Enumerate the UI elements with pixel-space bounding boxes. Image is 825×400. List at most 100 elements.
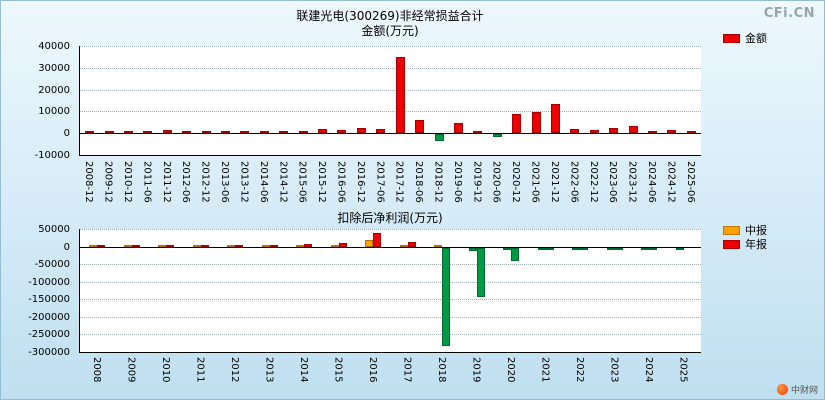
x-tick-label: 2023 xyxy=(608,357,620,383)
x-tick-label: 2018 xyxy=(435,357,447,383)
gridline xyxy=(80,89,701,91)
x-tick-label: 2012-06 xyxy=(180,161,192,203)
bar-金额-2022-12 xyxy=(589,129,599,134)
bar-中报-2018 xyxy=(434,244,443,247)
x-tick-label: 2014 xyxy=(297,357,309,383)
x-tick-label: 2022 xyxy=(573,357,585,383)
x-tick-label: 2016-06 xyxy=(335,161,347,203)
bar-年报-2019 xyxy=(476,247,485,298)
x-tick-label: 2012-12 xyxy=(199,161,211,203)
bar-中报-2009 xyxy=(123,244,132,247)
bar-金额-2020-06 xyxy=(492,134,502,138)
x-tick-label: 2016 xyxy=(366,357,378,383)
bar-金额-2024-12 xyxy=(667,129,677,134)
x-tick-label: 2021 xyxy=(539,357,551,383)
x-tick-label: 2019-12 xyxy=(471,161,483,203)
bar-中报-2010 xyxy=(158,244,167,247)
y-tick-label: 10000 xyxy=(38,106,70,118)
y-tick-label: -300000 xyxy=(28,347,70,358)
bar-金额-2008-12 xyxy=(85,131,95,134)
zero-axis-line xyxy=(80,133,701,135)
legend-annual-swatch xyxy=(723,239,740,249)
bar-金额-2011-12 xyxy=(162,130,172,134)
legend-amount-label: 金额 xyxy=(745,32,767,45)
bar-金额-2015-06 xyxy=(298,131,308,134)
bar-中报-2022 xyxy=(572,247,581,250)
cfi-footer-text: 中财网 xyxy=(790,386,818,396)
y-tick-label: -150000 xyxy=(28,294,70,306)
bar-中报-2025 xyxy=(675,247,684,250)
y-tick-label: 30000 xyxy=(38,62,70,74)
x-tick-label: 2017-12 xyxy=(393,161,405,203)
bar-年报-2021 xyxy=(545,247,554,250)
x-tick-label: 2019-06 xyxy=(451,161,463,203)
x-tick-label: 2014-12 xyxy=(277,161,289,203)
gridline xyxy=(80,46,701,47)
bar-金额-2013-12 xyxy=(240,131,250,134)
bar-年报-2018 xyxy=(442,247,451,347)
x-tick-label: 2025-06 xyxy=(684,161,696,203)
gridline xyxy=(80,299,701,301)
legend-interim-report: 中报 xyxy=(723,222,767,238)
x-tick-label: 2018-12 xyxy=(432,161,444,203)
bar-年报-2023 xyxy=(614,247,623,250)
bar-年报-2024 xyxy=(649,247,658,250)
cfi-footer-icon xyxy=(776,384,788,395)
x-tick-label: 2008 xyxy=(90,357,102,383)
bar-年报-2010 xyxy=(166,244,175,247)
x-tick-label: 2025 xyxy=(677,357,689,383)
top-chart-y-axis: 40000 30000 20000 10000 0 -10000 xyxy=(1,41,75,161)
bar-年报-2013 xyxy=(269,244,278,247)
x-tick-label: 2024-06 xyxy=(645,161,657,203)
x-tick-label: 2015-06 xyxy=(296,161,308,203)
x-tick-label: 2013 xyxy=(263,357,275,383)
bar-中报-2020 xyxy=(503,247,512,251)
bottom-chart-plot-area xyxy=(79,229,701,353)
bottom-chart-y-axis: 50000 0 -50000 -100000 -150000 -200000 -250000… xyxy=(1,224,75,358)
x-tick-label: 2020-12 xyxy=(510,161,522,203)
bar-年报-2020 xyxy=(511,247,520,261)
cfi-logo-text: CFi.CN xyxy=(763,6,815,21)
bar-金额-2017-06 xyxy=(376,129,386,134)
bar-金额-2014-06 xyxy=(259,131,269,134)
y-tick-label: 0 xyxy=(63,241,70,253)
bar-金额-2012-12 xyxy=(201,130,211,134)
bar-金额-2025-06 xyxy=(686,131,696,134)
x-tick-label: 2013-12 xyxy=(238,161,250,203)
bar-中报-2016 xyxy=(365,239,374,247)
bar-金额-2023-06 xyxy=(609,128,619,134)
x-tick-label: 2023-06 xyxy=(607,161,619,203)
gridline xyxy=(80,229,701,230)
top-chart-plot-area xyxy=(79,46,701,156)
bar-金额-2010-12 xyxy=(124,131,134,134)
bar-金额-2011-06 xyxy=(143,131,153,134)
bar-年报-2014 xyxy=(304,244,313,247)
x-tick-label: 2020 xyxy=(504,357,516,383)
bar-金额-2021-12 xyxy=(550,103,560,134)
bar-中报-2014 xyxy=(296,244,305,247)
top-chart-x-axis: 2008-12 2009-12 2010-12 2011-06 2011-12 2012-… xyxy=(79,159,701,209)
y-tick-label: 40000 xyxy=(38,41,70,52)
bar-年报-2015 xyxy=(338,243,347,247)
x-tick-label: 2011 xyxy=(194,357,206,383)
bar-金额-2019-06 xyxy=(453,123,463,134)
bar-金额-2022-06 xyxy=(570,129,580,134)
x-tick-label: 2008-12 xyxy=(83,161,95,203)
x-tick-label: 2018-06 xyxy=(413,161,425,203)
x-tick-label: 2009-12 xyxy=(102,161,114,203)
x-tick-label: 2017-06 xyxy=(374,161,386,203)
bar-金额-2016-12 xyxy=(356,127,366,134)
x-tick-label: 2022-12 xyxy=(587,161,599,203)
bar-金额-2017-12 xyxy=(395,56,405,134)
bar-年报-2008 xyxy=(97,244,106,247)
y-tick-label: 0 xyxy=(63,128,70,140)
legend-amount: 金额 xyxy=(723,30,767,46)
y-tick-label: -50000 xyxy=(34,259,70,271)
zero-axis-line xyxy=(80,246,701,248)
x-tick-label: 2020-06 xyxy=(490,161,502,203)
bar-金额-2018-06 xyxy=(415,120,425,134)
gridline xyxy=(80,316,701,318)
x-tick-label: 2021-12 xyxy=(548,161,560,203)
gridline xyxy=(80,334,701,336)
